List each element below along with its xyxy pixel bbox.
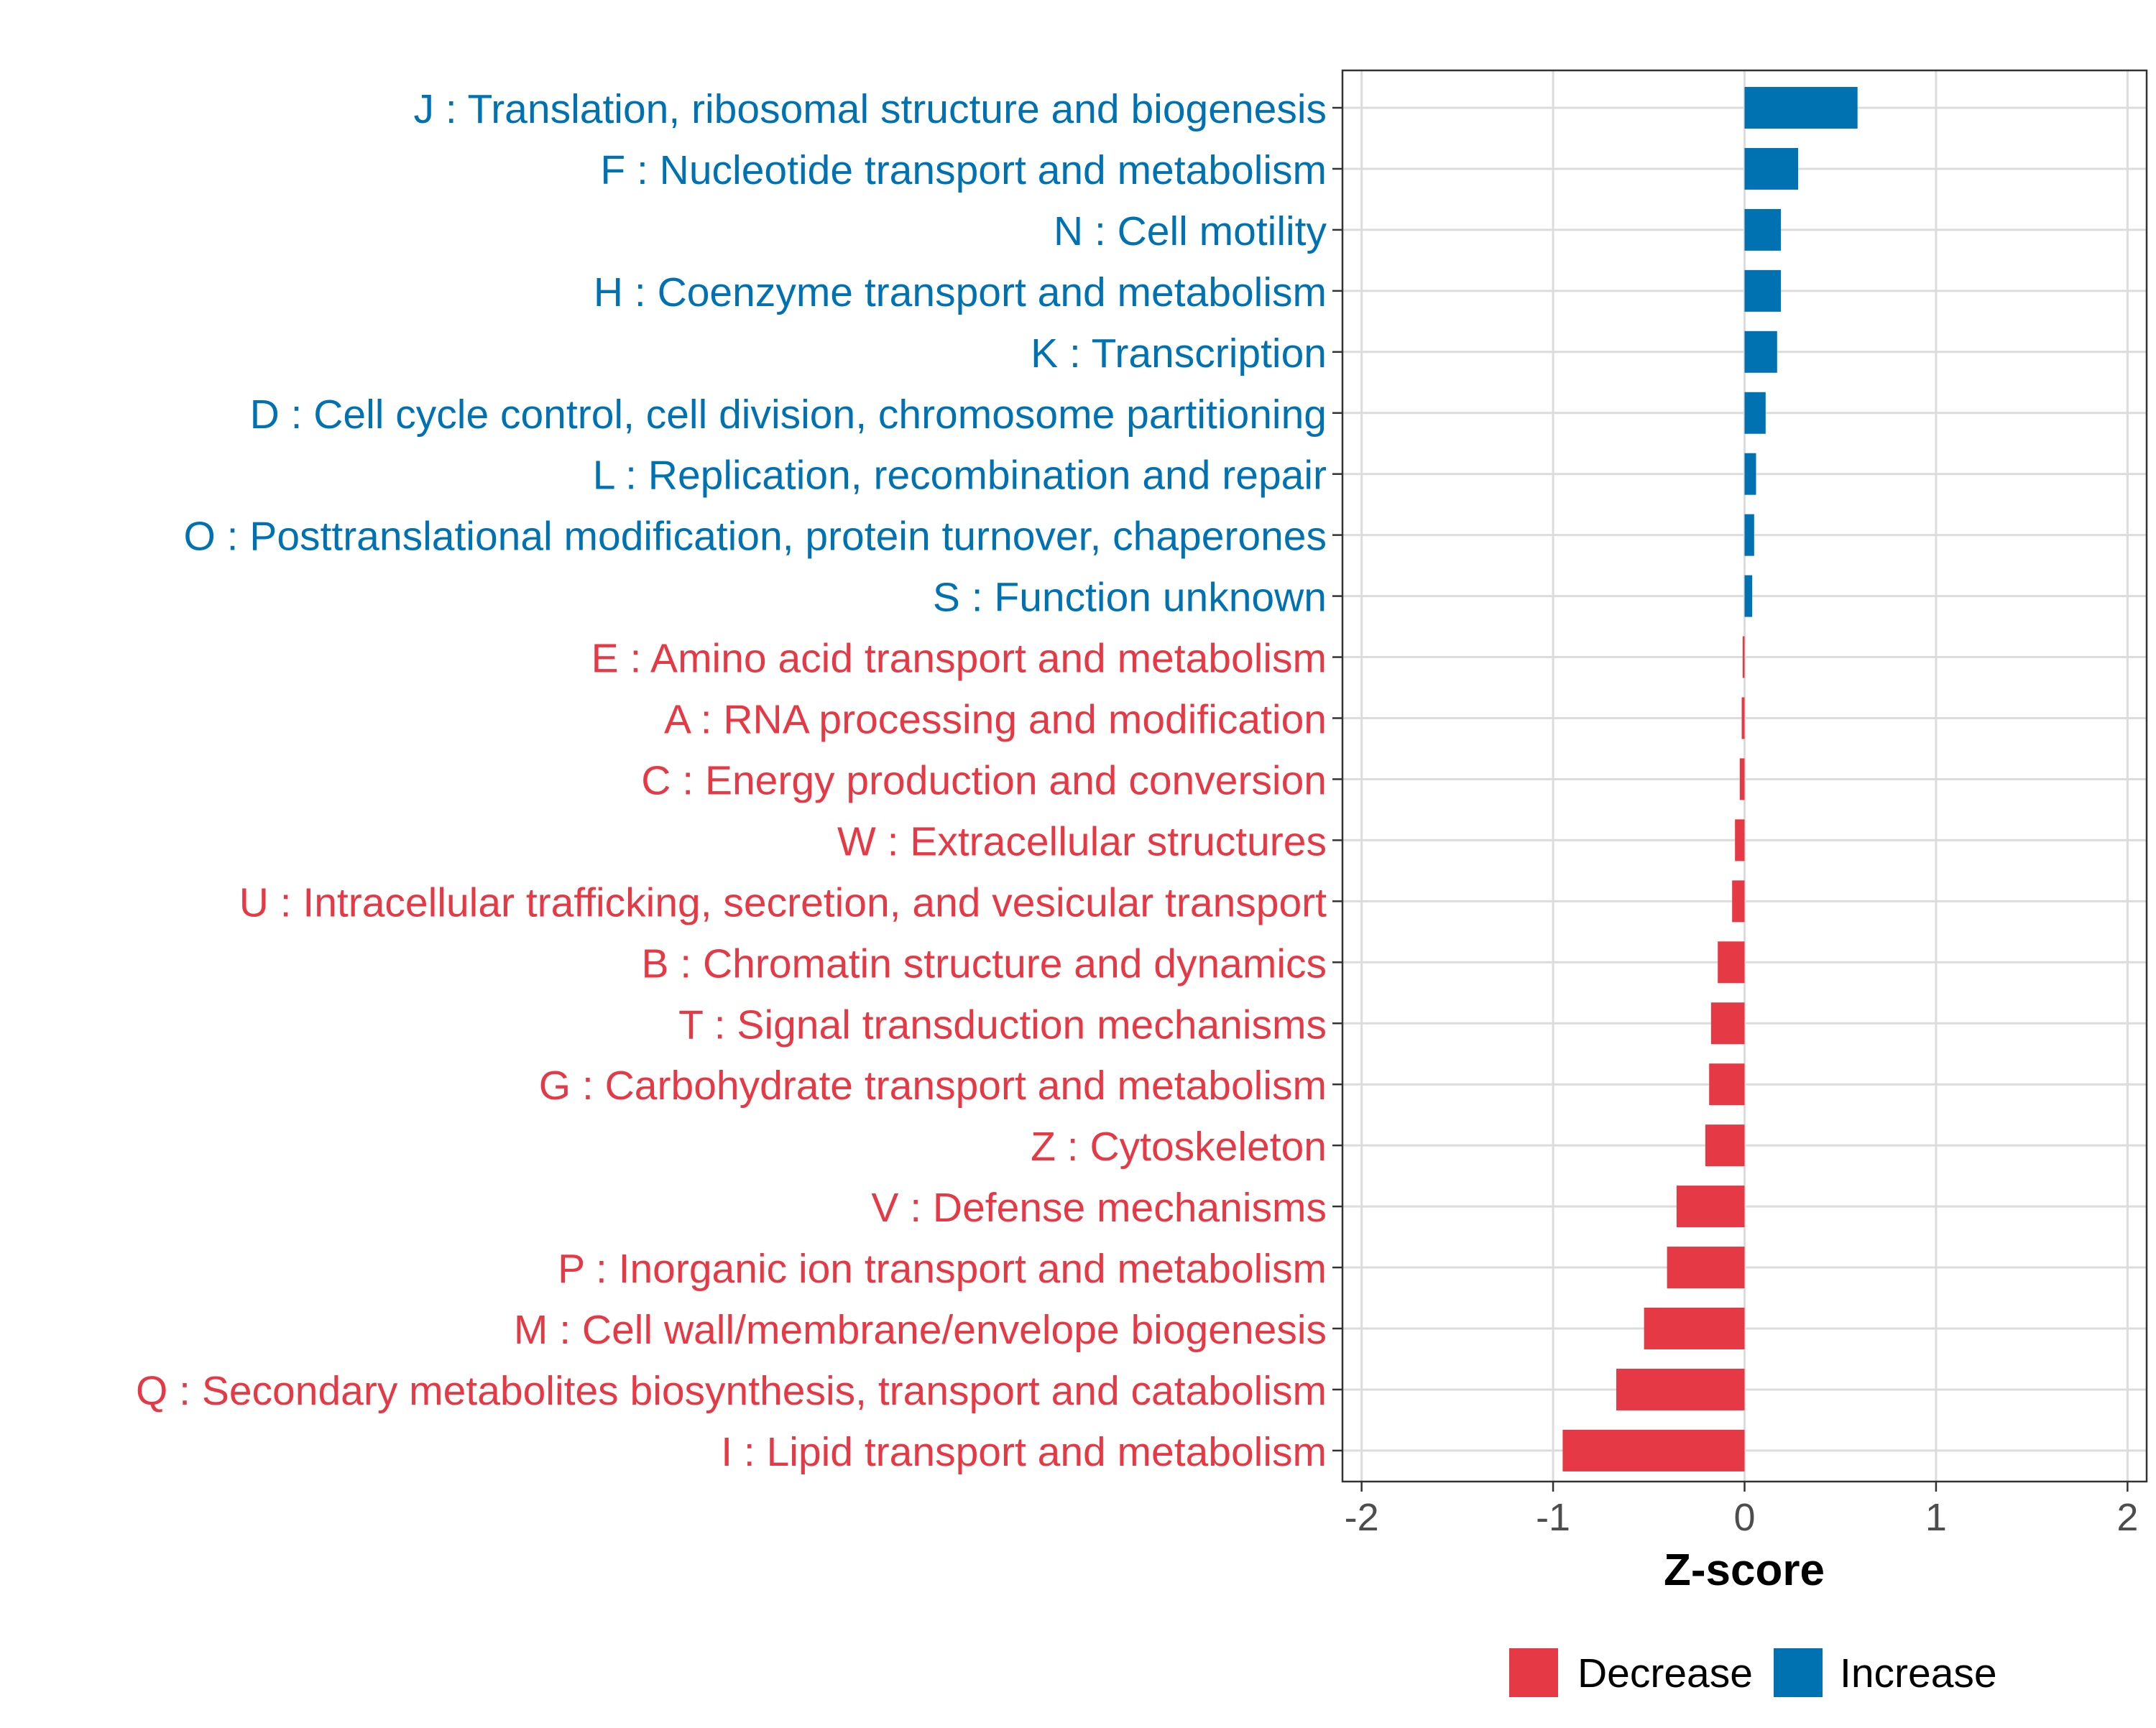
- legend-swatch: [1774, 1648, 1823, 1697]
- bar: [1667, 1247, 1745, 1289]
- x-tick-label: -2: [1345, 1496, 1379, 1539]
- bar: [1744, 514, 1754, 556]
- y-tick-label: G : Carbohydrate transport and metabolis…: [539, 1063, 1327, 1109]
- bar: [1741, 697, 1745, 739]
- bar: [1744, 147, 1799, 190]
- bar: [1616, 1368, 1745, 1410]
- y-tick-label: F : Nucleotide transport and metabolism: [600, 147, 1327, 193]
- x-axis-ticks: -2 -1 0 1 2: [1345, 1482, 2138, 1539]
- legend-label: Decrease: [1577, 1650, 1753, 1696]
- y-tick-label: W : Extracellular structures: [837, 818, 1327, 864]
- y-tick-label: K : Transcription: [1031, 331, 1327, 376]
- y-tick-label: V : Defense mechanisms: [871, 1185, 1327, 1231]
- y-tick-label: P : Inorganic ion transport and metaboli…: [558, 1246, 1327, 1292]
- bar: [1732, 880, 1745, 923]
- bar: [1705, 1124, 1745, 1167]
- bar: [1744, 453, 1756, 495]
- bar: [1709, 1063, 1745, 1106]
- bar: [1644, 1308, 1745, 1349]
- legend: Decrease Increase: [1509, 1648, 1997, 1697]
- y-tick-label: Z : Cytoskeleton: [1031, 1124, 1327, 1170]
- bar: [1744, 269, 1782, 312]
- y-tick-label: N : Cell motility: [1054, 208, 1327, 254]
- bar: [1742, 636, 1745, 678]
- x-tick-label: 1: [1925, 1496, 1947, 1539]
- x-axis-title: Z-score: [1664, 1546, 1825, 1595]
- bars: [1562, 87, 1858, 1471]
- x-tick-label: 2: [2116, 1496, 2138, 1539]
- y-tick-label: U : Intracellular trafficking, secretion…: [239, 879, 1327, 925]
- bar: [1744, 208, 1782, 251]
- legend-label: Increase: [1840, 1650, 1997, 1696]
- y-tick-label: A : RNA processing and modification: [664, 697, 1327, 743]
- y-tick-label: S : Function unknown: [933, 575, 1327, 621]
- y-tick-label: Q : Secondary metabolites biosynthesis, …: [136, 1368, 1327, 1414]
- bar: [1744, 575, 1753, 617]
- y-tick-label: O : Posttranslational modification, prot…: [183, 514, 1327, 560]
- bar: [1744, 331, 1777, 373]
- y-tick-label: H : Coenzyme transport and metabolism: [594, 269, 1327, 315]
- y-tick-label: C : Energy production and conversion: [641, 757, 1327, 803]
- y-tick-label: B : Chromatin structure and dynamics: [641, 941, 1327, 987]
- bar: [1744, 87, 1858, 129]
- bar: [1710, 1002, 1745, 1045]
- bar: [1735, 819, 1745, 861]
- bar: [1718, 941, 1745, 984]
- y-axis-ticks: [1332, 106, 1342, 1452]
- y-axis-labels: J : Translation, ribosomal structure and…: [136, 86, 1327, 1475]
- y-tick-label: M : Cell wall/membrane/envelope biogenes…: [514, 1307, 1327, 1353]
- y-tick-label: D : Cell cycle control, cell division, c…: [250, 392, 1327, 438]
- bar: [1562, 1429, 1745, 1471]
- y-tick-label: I : Lipid transport and metabolism: [721, 1429, 1327, 1475]
- bar: [1739, 758, 1745, 800]
- y-tick-label: T : Signal transduction mechanisms: [678, 1002, 1327, 1048]
- y-tick-label: E : Amino acid transport and metabolism: [591, 636, 1327, 682]
- legend-swatch: [1509, 1648, 1558, 1697]
- y-tick-label: L : Replication, recombination and repai…: [593, 453, 1327, 499]
- bar: [1676, 1186, 1745, 1228]
- x-tick-label: 0: [1733, 1496, 1755, 1539]
- x-tick-label: -1: [1536, 1496, 1570, 1539]
- bar: [1744, 392, 1766, 434]
- y-tick-label: J : Translation, ribosomal structure and…: [414, 86, 1327, 132]
